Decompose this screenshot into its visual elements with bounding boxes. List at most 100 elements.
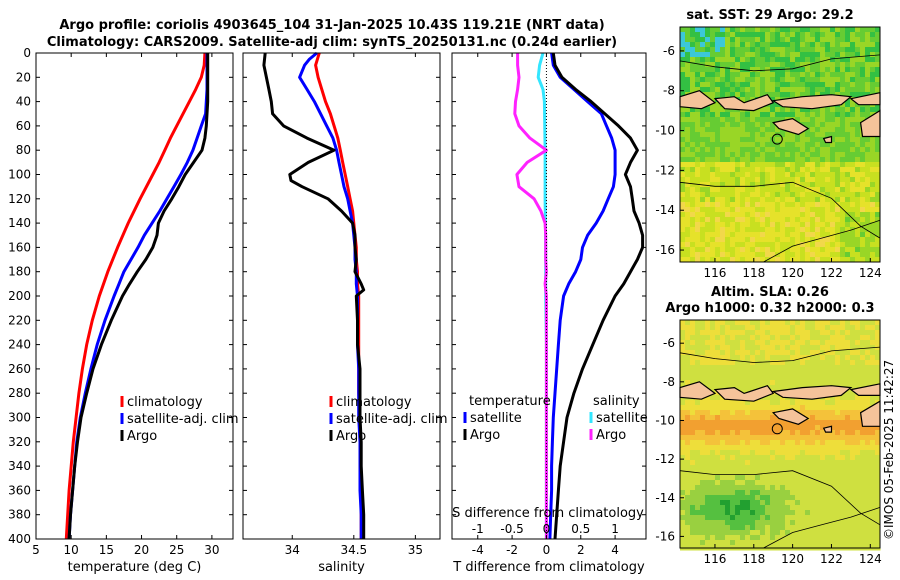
map-cell — [860, 67, 866, 73]
map-cell — [820, 470, 826, 476]
map-cell — [750, 385, 756, 391]
map-cell — [770, 340, 776, 346]
map-cell — [815, 495, 821, 501]
map-cell — [745, 212, 751, 218]
map-cell — [705, 480, 711, 486]
map-cell — [845, 257, 851, 263]
map-cell — [715, 247, 721, 253]
map-cell — [795, 92, 801, 98]
map-cell — [860, 330, 866, 336]
map-cell — [705, 495, 711, 501]
map-cell — [680, 222, 686, 228]
map-cell — [810, 515, 816, 521]
map-cell — [680, 400, 686, 406]
map-cell — [725, 445, 731, 451]
map-cell — [800, 500, 806, 506]
map-cell — [860, 395, 866, 401]
map-cell — [865, 355, 871, 361]
map-cell — [795, 455, 801, 461]
map-cell — [850, 72, 856, 78]
map-cell — [740, 132, 746, 138]
map-cell — [730, 207, 736, 213]
map-cell — [705, 32, 711, 38]
map-cell — [755, 445, 761, 451]
map-cell — [860, 177, 866, 183]
map-cell — [785, 157, 791, 163]
map-cell — [855, 82, 861, 88]
map-cell — [830, 82, 836, 88]
map-cell — [775, 47, 781, 53]
map-cell — [755, 147, 761, 153]
map-cell — [685, 505, 691, 511]
map-cell — [740, 360, 746, 366]
contour-line — [679, 346, 881, 363]
map-cell — [735, 247, 741, 253]
map-cell — [875, 87, 881, 93]
map-cell — [795, 77, 801, 83]
map-cell — [710, 430, 716, 436]
map-cell — [780, 345, 786, 351]
map-cell — [850, 455, 856, 461]
map-cell — [680, 335, 686, 341]
map-cell — [845, 117, 851, 123]
map-cell — [845, 450, 851, 456]
map-cell — [735, 167, 741, 173]
map-cell — [680, 490, 686, 496]
map-cell — [810, 217, 816, 223]
map-cell — [810, 152, 816, 158]
map-cell — [735, 27, 741, 33]
map-cell — [810, 325, 816, 331]
map-cell — [765, 410, 771, 416]
map-cell — [760, 232, 766, 238]
map-cell — [775, 152, 781, 158]
map-cell — [740, 470, 746, 476]
map-cell — [845, 390, 851, 396]
map-cell — [875, 187, 881, 193]
map-cell — [805, 92, 811, 98]
map-cell — [785, 370, 791, 376]
map-cell — [740, 222, 746, 228]
map-cell — [715, 520, 721, 526]
map-cell — [760, 430, 766, 436]
map-cell — [760, 162, 766, 168]
map-cell — [770, 77, 776, 83]
map-cell — [705, 72, 711, 78]
map-cell — [750, 162, 756, 168]
map-cell — [855, 27, 861, 33]
map-cell — [855, 127, 861, 133]
map-cell — [780, 520, 786, 526]
map-cell — [735, 490, 741, 496]
map-cell — [745, 485, 751, 491]
map-cell — [845, 42, 851, 48]
map-cell — [825, 132, 831, 138]
map-cell — [715, 435, 721, 441]
map-cell — [695, 37, 701, 43]
map-cell — [705, 335, 711, 341]
map-cell — [830, 227, 836, 233]
map-cell — [830, 340, 836, 346]
map-cell — [860, 405, 866, 411]
map-cell — [790, 465, 796, 471]
map-cell — [785, 42, 791, 48]
map-cell — [815, 380, 821, 386]
map-cell — [795, 440, 801, 446]
map-cell — [835, 485, 841, 491]
map-cell — [765, 520, 771, 526]
map-cell — [825, 520, 831, 526]
map-cell — [810, 62, 816, 68]
map-cell — [710, 505, 716, 511]
map-cell — [805, 112, 811, 118]
map-cell — [750, 212, 756, 218]
map-cell — [865, 182, 871, 188]
map-cell — [865, 107, 871, 113]
map-cell — [810, 227, 816, 233]
map-cell — [825, 197, 831, 203]
map-cell — [755, 242, 761, 248]
map-cell — [855, 182, 861, 188]
map-cell — [860, 440, 866, 446]
map-cell — [720, 157, 726, 163]
map-cell — [700, 470, 706, 476]
map-cell — [790, 252, 796, 258]
map-cell — [680, 177, 686, 183]
map-cell — [790, 177, 796, 183]
